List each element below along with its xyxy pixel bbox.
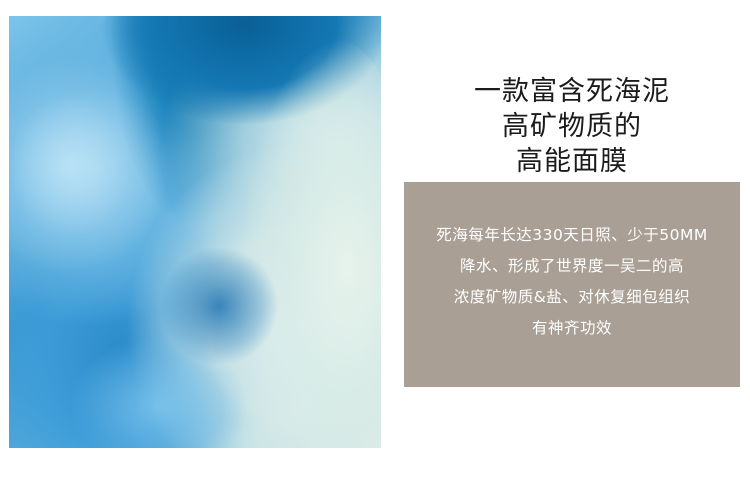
mineral-texture-image (9, 16, 381, 448)
headline-line-3: 高能面膜 (516, 146, 628, 177)
info-line-2: 降水、形成了世界度一吴二的高 (459, 257, 684, 275)
headline-line-2: 高矿物质的 (502, 111, 642, 142)
info-line-3: 浓度矿物质&盐、对休复细包组织 (453, 288, 691, 306)
info-description: 死海每年长达330天日照、少于50MM 降水、形成了世界度一吴二的高 浓度矿物质… (404, 220, 740, 344)
headline-line-1: 一款富含死海泥 (474, 76, 670, 107)
info-box: 死海每年长达330天日照、少于50MM 降水、形成了世界度一吴二的高 浓度矿物质… (404, 182, 740, 387)
info-line-1: 死海每年长达330天日照、少于50MM (436, 226, 708, 244)
mineral-pale-crystal-band (239, 36, 381, 448)
product-headline: 一款富含死海泥 高矿物质的 高能面膜 (404, 74, 740, 179)
mineral-light-blue-band (9, 56, 169, 276)
info-line-4: 有神齐功效 (531, 319, 612, 337)
mineral-sky-blue-spot (69, 336, 249, 448)
